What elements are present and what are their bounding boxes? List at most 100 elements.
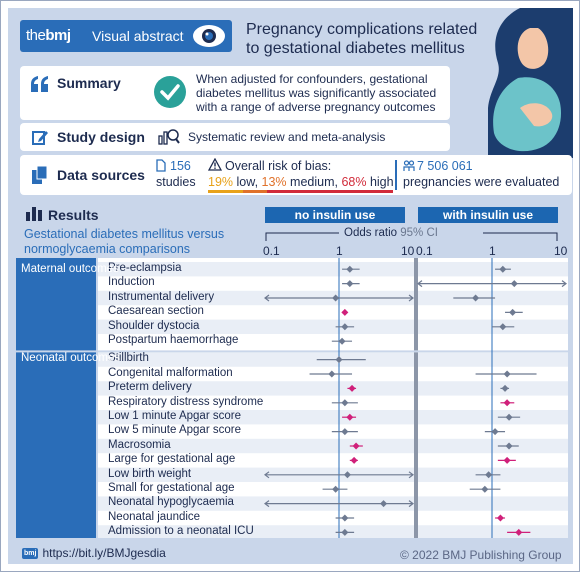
point-estimate xyxy=(505,442,513,450)
outcome-label: Congenital malformation xyxy=(108,366,233,379)
odds-ratio-title: Odds ratio 95% CI xyxy=(344,227,438,239)
check-circle-icon xyxy=(154,76,186,108)
data-sources-card: Data sources 156 studies Overall risk of… xyxy=(20,155,572,195)
point-estimate xyxy=(472,294,480,302)
bmj-logo-prefix: the xyxy=(26,27,46,44)
axis-ci: 95% CI xyxy=(400,227,438,239)
point-estimate xyxy=(346,280,354,288)
tick-label: 10 xyxy=(554,244,568,258)
tick-label: 10 xyxy=(401,244,415,258)
tick-label: 1 xyxy=(489,244,496,258)
summary-card: Summary When adjusted for confounders, g… xyxy=(20,66,450,120)
row-stripe xyxy=(418,381,568,396)
bmj-badge-icon: bmj xyxy=(22,548,39,560)
row-stripe xyxy=(98,290,414,306)
pregnancies-label: pregnancies were evaluated xyxy=(403,175,560,189)
point-estimate xyxy=(346,265,354,273)
bias-high-label: high xyxy=(366,175,394,189)
point-estimate xyxy=(350,456,358,464)
outcome-label: Caesarean section xyxy=(108,305,204,318)
point-estimate xyxy=(499,265,507,273)
summary-text: When adjusted for confounders, gestation… xyxy=(196,72,436,114)
document-icon xyxy=(156,159,166,172)
row-stripe xyxy=(418,352,568,367)
results-label: Results xyxy=(48,207,99,223)
warning-icon xyxy=(208,158,222,171)
quote-icon xyxy=(31,76,48,92)
point-estimate xyxy=(352,442,360,450)
summary-text-line-1: When adjusted for confounders, gestation… xyxy=(196,72,428,86)
outcome-label: Large for gestational age xyxy=(108,453,236,466)
point-estimate xyxy=(341,399,349,407)
bias-high-value: 68% xyxy=(341,175,367,189)
point-estimate xyxy=(341,323,349,331)
results-subtitle-line-2: normoglycaemia comparisons xyxy=(24,242,191,256)
row-stripe xyxy=(98,467,414,482)
row-stripe xyxy=(98,525,414,538)
point-estimate xyxy=(328,370,336,378)
bar-chart-icon xyxy=(26,207,42,221)
outcome-label: Neonatal hypoglycaemia xyxy=(108,496,234,509)
outcome-label: Neonatal jaundice xyxy=(108,510,201,523)
point-estimate xyxy=(380,500,388,508)
row-stripe xyxy=(98,496,414,511)
point-estimate xyxy=(505,413,513,421)
point-estimate xyxy=(332,294,340,302)
row-stripe xyxy=(418,438,568,454)
row-stripe xyxy=(98,262,414,277)
footer-url[interactable]: https://bit.ly/BMJgesdia xyxy=(42,546,166,560)
tick-label: 0.1 xyxy=(416,244,433,258)
panel-header-no-insulin: no insulin use xyxy=(265,207,405,223)
people-icon xyxy=(403,160,415,171)
divider xyxy=(395,160,397,190)
outcome-label: Shoulder dystocia xyxy=(108,319,200,332)
outcome-label: Preterm delivery xyxy=(108,381,192,394)
bias-breakdown: 19% low, 13% medium, 68% high xyxy=(208,175,394,189)
point-estimate xyxy=(346,413,354,421)
point-estimate xyxy=(341,428,349,436)
row-stripe xyxy=(418,410,568,425)
pregnant-woman-illustration xyxy=(488,8,573,158)
point-estimate xyxy=(481,485,489,493)
ci-arrow-right xyxy=(408,294,414,302)
ci-arrow-left xyxy=(417,280,423,288)
outcome-label: Postpartum haemorrhage xyxy=(108,334,239,346)
bias-bar xyxy=(208,190,393,193)
title-line-2: to gestational diabetes mellitus xyxy=(246,40,465,57)
documents-icon xyxy=(32,166,48,184)
group-label-neonatal: Neonatal outcomes xyxy=(21,352,121,364)
ci-arrow-right xyxy=(408,471,414,479)
ci-arrow-right xyxy=(561,280,567,288)
point-estimate xyxy=(332,485,340,493)
outcome-label: Low birth weight xyxy=(108,467,192,480)
row-stripe xyxy=(98,438,414,454)
group-block-neonatal xyxy=(16,352,96,538)
panel-gap-neonatal xyxy=(414,352,418,538)
point-estimate xyxy=(335,356,343,364)
studies-count: 156 xyxy=(170,159,191,173)
visual-abstract-body: thebmj Visual abstract Pregnancy complic… xyxy=(8,8,573,564)
row-stripe xyxy=(418,262,568,277)
copyright: © 2022 BMJ Publishing Group Ltd. xyxy=(400,548,562,564)
data-sources-label: Data sources xyxy=(57,167,145,183)
studies-label: studies xyxy=(156,175,196,189)
outcome-label: Admission to a neonatal ICU xyxy=(108,525,254,538)
summary-label: Summary xyxy=(57,75,121,91)
group-label-maternal: Maternal outcomes xyxy=(21,263,119,275)
magnifier-chart-icon xyxy=(158,129,180,145)
summary-text-line-2: diabetes mellitus was significantly asso… xyxy=(196,86,437,100)
point-estimate xyxy=(510,280,518,288)
ci-arrow-left xyxy=(264,500,270,508)
bias-medium-value: 13% xyxy=(261,175,287,189)
point-estimate xyxy=(338,337,346,345)
study-design-card: Study design Systematic review and meta-… xyxy=(20,123,450,151)
point-estimate xyxy=(496,514,504,522)
outcome-label: Stillbirth xyxy=(108,352,149,365)
forest-plot-svg xyxy=(16,258,568,538)
point-estimate xyxy=(341,528,349,536)
footer-link[interactable]: bmj https://bit.ly/BMJgesdia xyxy=(22,546,166,560)
results-subtitle: Gestational diabetes mellitus versus nor… xyxy=(24,227,264,257)
row-stripe xyxy=(98,319,414,334)
point-estimate xyxy=(503,399,511,407)
